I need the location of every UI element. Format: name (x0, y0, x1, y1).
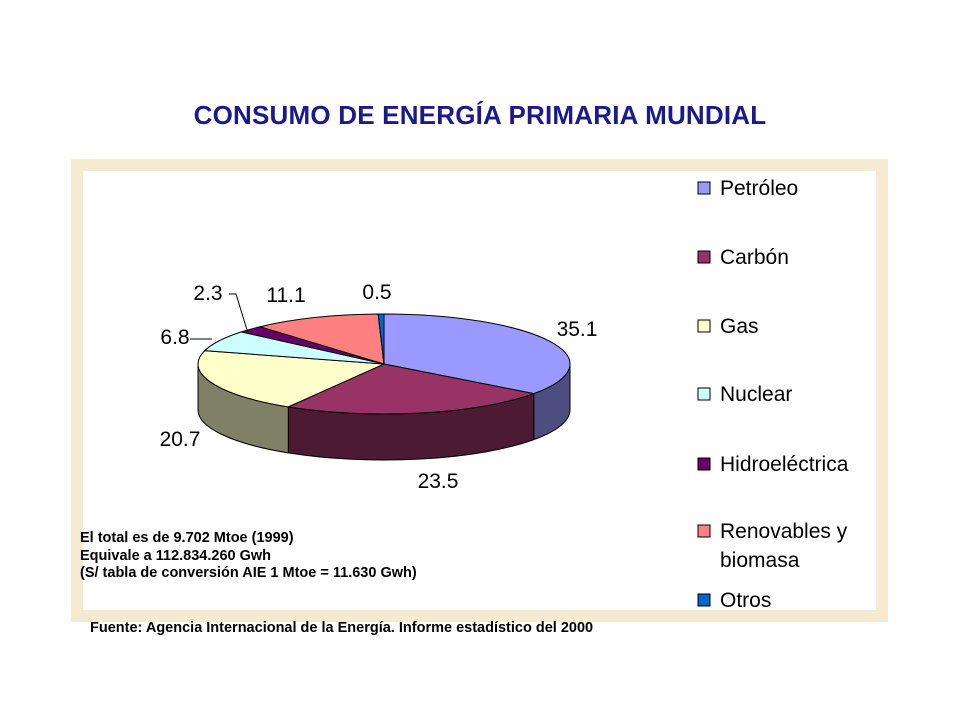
value-label-5: 11.1 (266, 284, 305, 307)
legend-label-4: Hidroeléctrica (720, 453, 849, 476)
legend-label-1: Carbón (720, 246, 789, 269)
value-label-2: 20.7 (160, 428, 201, 451)
legend-label-2: Gas (720, 315, 759, 338)
pie-slice-6 (377, 313, 385, 365)
legend-swatch-5 (697, 524, 711, 538)
value-label-3: 6.8 (160, 326, 189, 349)
legend-label-5-line-0: Renovables y (720, 520, 848, 543)
pie-slice-1 (286, 363, 536, 415)
legend-label-0: Petróleo (720, 177, 798, 200)
legend-swatch-0 (697, 181, 711, 195)
source-note: Fuente: Agencia Internacional de la Ener… (90, 620, 594, 636)
value-labels: 35.1 23.5 20.7 6.82.3 11.1 0.5 (160, 281, 598, 493)
note-line-3: (S/ tabla de conversión AIE 1 Mtoe = 11.… (80, 565, 417, 581)
legend-swatch-6 (697, 593, 711, 607)
pie-sides (197, 363, 571, 461)
chart-title: CONSUMO DE ENERGÍA PRIMARIA MUNDIAL (193, 100, 767, 130)
pie-tops (197, 313, 571, 415)
leader-line-4 (229, 293, 248, 331)
legend-swatch-2 (697, 319, 711, 333)
legend: Petróleo Carbón Gas Nuclear Hidroeléctrica Re… (697, 177, 849, 612)
pie-slice-5 (258, 313, 385, 365)
note-line-1: El total es de 9.702 Mtoe (1999) (80, 530, 294, 546)
legend-swatch-1 (697, 250, 711, 264)
legend-label-3: Nuclear (720, 383, 792, 406)
legend-swatch-4 (697, 457, 711, 471)
total-note: El total es de 9.702 Mtoe (1999) Equival… (80, 530, 417, 583)
legend-label-5-line-1: biomasa (720, 549, 800, 572)
value-label-1: 23.5 (418, 470, 459, 493)
note-line-2: Equivale a 112.834.260 Gwh (80, 547, 272, 564)
pie-slice-2 (197, 350, 385, 408)
value-label-4: 2.3 (193, 282, 222, 305)
value-label-0: 35.1 (557, 318, 598, 341)
legend-swatch-3 (697, 387, 711, 401)
pie-slice-0 (383, 313, 571, 395)
legend-label-6: Otros (720, 589, 771, 612)
value-label-6: 0.5 (362, 281, 391, 304)
